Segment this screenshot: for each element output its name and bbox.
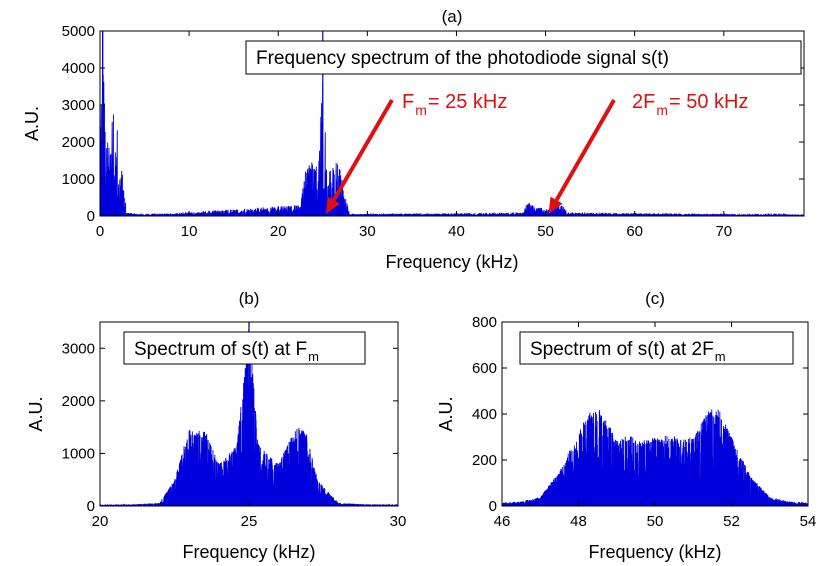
chart-title: (b) bbox=[239, 289, 260, 308]
y-tick-label: 0 bbox=[489, 498, 497, 515]
x-tick-label: 54 bbox=[800, 513, 817, 530]
annotation-subscript: m bbox=[656, 102, 668, 118]
annotation-label: 2F bbox=[632, 91, 655, 113]
y-tick-label: 800 bbox=[472, 314, 497, 331]
x-tick-label: 48 bbox=[570, 513, 587, 530]
annotation-subscript: m bbox=[415, 102, 427, 118]
chart-a: 0 10 20 30 40 50 60 70 0 1000 2000 3000 4000 5000 (a) F… bbox=[22, 7, 805, 272]
y-tick-label: 3000 bbox=[62, 340, 95, 357]
x-tick-label: 30 bbox=[359, 223, 376, 240]
arrow-head bbox=[325, 196, 340, 214]
x-tick-label: 25 bbox=[241, 513, 258, 530]
plot-frame-a bbox=[99, 30, 805, 217]
x-axis-label: Frequency (kHz) bbox=[182, 542, 315, 562]
x-tick-label: 10 bbox=[181, 223, 198, 240]
legend-text: Spectrum of s(t) at F bbox=[134, 339, 307, 360]
arrow-shaft bbox=[332, 98, 394, 202]
chart-b: 20 25 30 0 1000 2000 3000 (b) Frequency (kHz) A.U… bbox=[26, 289, 406, 562]
legend-subscript: m bbox=[308, 349, 319, 364]
annotation-label: F bbox=[402, 91, 414, 113]
x-tick-label: 50 bbox=[537, 223, 554, 240]
chart-c: 46 48 50 52 54 0 200 400 600 800 (c) Frequency (kHz… bbox=[436, 289, 816, 562]
x-tick-label: 20 bbox=[92, 513, 109, 530]
y-tick-label: 200 bbox=[472, 452, 497, 469]
x-tick-label: 30 bbox=[390, 513, 407, 530]
x-tick-label: 50 bbox=[647, 513, 664, 530]
y-tick-label: 2000 bbox=[62, 134, 95, 151]
y-tick-label: 4000 bbox=[62, 60, 95, 77]
legend-box bbox=[519, 331, 794, 365]
legend-text: Spectrum of s(t) at 2F bbox=[530, 339, 714, 360]
y-tick-label: 1000 bbox=[62, 171, 95, 188]
x-tick-label: 20 bbox=[270, 223, 287, 240]
legend-subscript: m bbox=[715, 349, 726, 364]
arrow-shaft bbox=[554, 99, 616, 202]
y-tick-label: 400 bbox=[472, 406, 497, 423]
legend-box bbox=[123, 331, 366, 365]
x-tick-label: 40 bbox=[448, 223, 465, 240]
annotation-arrow bbox=[325, 98, 394, 214]
y-tick-label: 600 bbox=[472, 360, 497, 377]
y-axis-label: A.U. bbox=[26, 396, 46, 431]
annotation-value: = 50 kHz bbox=[669, 91, 748, 113]
x-axis-label: Frequency (kHz) bbox=[588, 542, 721, 562]
chart-title: (a) bbox=[442, 7, 463, 26]
x-tick-label: 52 bbox=[723, 513, 740, 530]
spectrum-trace-a bbox=[100, 63, 804, 216]
arrow-head bbox=[548, 196, 563, 214]
x-tick-label: 60 bbox=[626, 223, 643, 240]
x-tick-label: 70 bbox=[715, 223, 732, 240]
y-axis-label: A.U. bbox=[22, 106, 42, 141]
x-axis-label: Frequency (kHz) bbox=[385, 252, 518, 272]
x-tick-label: 46 bbox=[494, 513, 511, 530]
y-tick-label: 2000 bbox=[62, 393, 95, 410]
chart-title: (c) bbox=[645, 289, 665, 308]
y-tick-label: 0 bbox=[87, 498, 95, 515]
annotation-value: = 25 kHz bbox=[428, 91, 507, 113]
legend-text: Frequency spectrum of the photodiode sig… bbox=[256, 48, 669, 69]
y-tick-label: 0 bbox=[87, 208, 95, 225]
spectrum-trace-c bbox=[502, 409, 808, 506]
legend-box bbox=[245, 40, 802, 75]
y-tick-label: 5000 bbox=[62, 23, 95, 40]
y-tick-label: 1000 bbox=[62, 445, 95, 462]
annotation-arrow bbox=[548, 99, 616, 214]
y-axis-label: A.U. bbox=[436, 396, 456, 431]
x-tick-label: 0 bbox=[96, 223, 104, 240]
y-tick-label: 3000 bbox=[62, 97, 95, 114]
